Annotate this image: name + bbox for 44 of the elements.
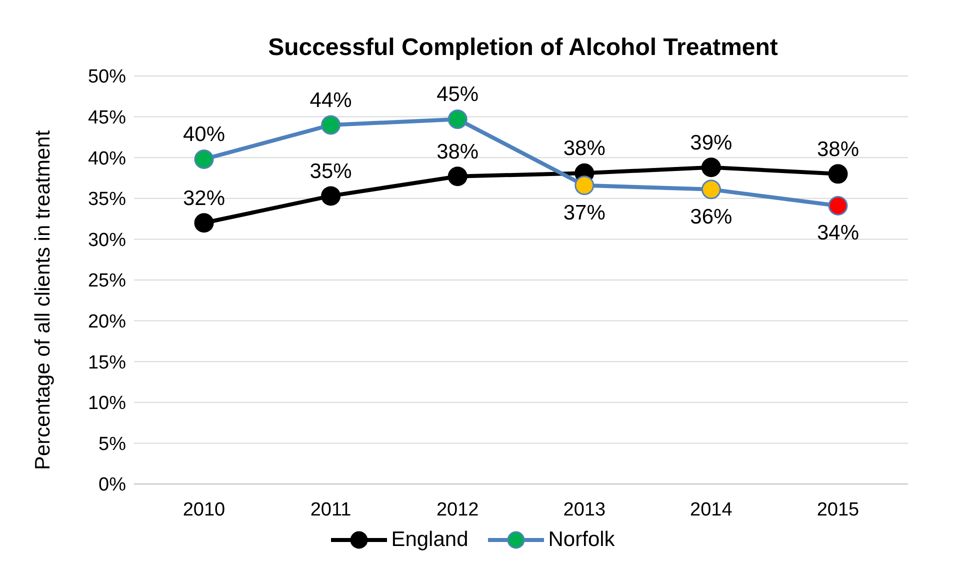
point [194,149,214,169]
y-tick-label: 10% [88,393,126,414]
point [321,115,341,135]
legend-label: Norfolk [548,528,615,552]
point [321,186,341,206]
y-tick-label: 35% [88,189,126,210]
data-label: 36% [690,205,732,228]
x-tick-label: 2015 [816,499,860,520]
data-label: 32% [182,186,226,210]
y-tick-label: 25% [88,270,126,292]
data-label: 39% [690,131,732,154]
point [828,164,848,184]
y-tick-label: 5% [98,434,126,455]
data-label: 38% [816,138,860,161]
y-tick-label: 20% [88,312,126,333]
point [574,176,594,196]
x-tick-label: 2014 [690,499,733,520]
x-tick-label: 2012 [436,499,479,520]
y-tick-label: 30% [88,230,126,251]
y-tick-label: 50% [88,66,126,88]
data-label: 40% [182,123,226,146]
y-tick-label: 45% [88,108,126,129]
point [448,110,468,129]
y-tick-label: 15% [88,352,126,374]
data-label: 35% [310,160,352,183]
y-tick-label: 40% [88,148,126,170]
x-tick-label: 2011 [310,499,352,520]
data-label: 38% [436,140,479,164]
point [701,158,721,178]
y-tick-label: 0% [98,474,126,496]
point [701,180,721,200]
point [194,213,214,233]
y-axis-title: Percentage of all clients in treatment [31,130,54,470]
x-tick-label: 2010 [182,499,226,520]
legend-label: England [391,528,468,552]
data-label: 38% [563,137,606,160]
data-label: 45% [436,83,479,106]
chart-title: Successful Completion of Alcohol Treatment [267,33,779,62]
data-label: 44% [310,88,352,112]
x-tick-label: 2013 [563,499,606,520]
point [448,166,468,186]
point [828,196,848,216]
data-label: 37% [563,201,606,224]
data-label: 34% [816,222,860,245]
